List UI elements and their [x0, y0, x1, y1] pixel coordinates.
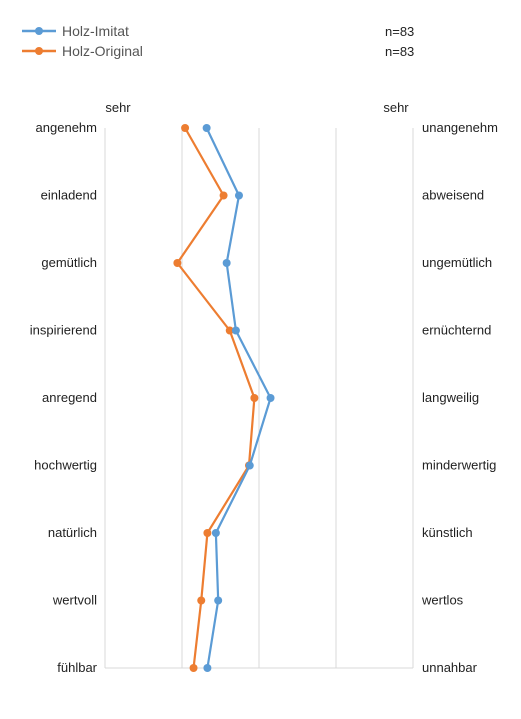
data-point — [181, 124, 190, 132]
left-label: einladend — [41, 188, 97, 203]
legend-item: Holz-Original n=83 — [22, 43, 414, 59]
data-point — [173, 259, 182, 267]
data-point — [266, 394, 275, 402]
legend-item: Holz-Imitat n=83 — [22, 23, 414, 39]
left-label: inspirierend — [30, 323, 97, 338]
data-point — [234, 191, 243, 200]
data-point — [222, 259, 231, 267]
data-point — [250, 394, 259, 402]
right-label: langweilig — [422, 390, 479, 405]
data-point — [203, 664, 212, 672]
right-label: unnahbar — [422, 660, 478, 675]
right-labels: unangenehm abweisend ungemütlich ernüchtern… — [421, 120, 498, 675]
right-label: minderwertig — [422, 458, 496, 473]
series-1 — [173, 124, 259, 672]
series-line — [205, 127, 272, 669]
series-line — [176, 127, 256, 669]
right-label: ungemütlich — [422, 255, 492, 270]
series-layer — [173, 124, 275, 672]
data-point — [219, 191, 228, 200]
left-label: gemütlich — [41, 255, 97, 270]
left-labels: angenehm einladend gemütlich inspirierend an… — [30, 120, 98, 675]
left-label: fühlbar — [57, 660, 97, 675]
right-label: abweisend — [422, 188, 484, 203]
scale-label-right: sehr — [383, 100, 409, 115]
series-0 — [202, 124, 275, 672]
legend-label: Holz-Imitat — [62, 23, 129, 39]
legend: Holz-Imitat n=83 Holz-Original n=83 — [22, 23, 414, 59]
right-label: künstlich — [422, 525, 473, 540]
left-label: hochwertig — [34, 458, 97, 473]
sample-size-label: n=83 — [385, 44, 414, 59]
data-point — [225, 326, 234, 335]
grid — [104, 128, 414, 669]
left-label: angenehm — [36, 120, 97, 135]
legend-label: Holz-Original — [62, 43, 143, 59]
left-label: anregend — [42, 390, 97, 405]
data-point — [203, 529, 212, 537]
left-label: wertvoll — [52, 593, 97, 608]
data-point — [231, 326, 240, 335]
data-point — [214, 596, 223, 605]
right-label: unangenehm — [422, 120, 498, 135]
data-point — [211, 529, 220, 537]
right-label: wertlos — [421, 593, 464, 608]
sample-size-label: n=83 — [385, 24, 414, 39]
data-point — [202, 124, 211, 132]
legend-marker — [35, 47, 43, 55]
scale-label-left: sehr — [105, 100, 131, 115]
right-label: ernüchternd — [422, 323, 491, 338]
data-point — [245, 461, 254, 470]
legend-marker — [35, 27, 43, 35]
left-label: natürlich — [48, 525, 97, 540]
data-point — [197, 596, 206, 605]
data-point — [189, 664, 198, 672]
